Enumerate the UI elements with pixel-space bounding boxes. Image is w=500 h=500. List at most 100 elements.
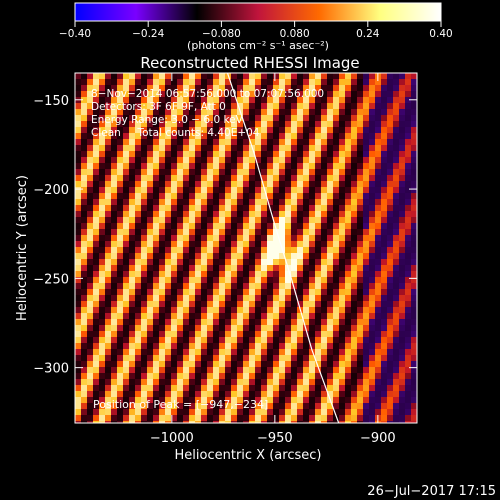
heatmap-cell <box>117 277 124 284</box>
heatmap-cell <box>285 109 292 116</box>
heatmap-cell <box>141 205 148 212</box>
heatmap-cell <box>93 91 100 98</box>
heatmap-cell <box>165 169 172 176</box>
heatmap-cell <box>309 223 316 230</box>
heatmap-cell <box>225 397 232 404</box>
heatmap-cell <box>237 229 244 236</box>
heatmap-cell <box>81 139 88 146</box>
heatmap-cell <box>111 415 118 422</box>
heatmap-cell <box>201 367 208 374</box>
heatmap-cell <box>357 361 364 368</box>
heatmap-cell <box>357 241 364 248</box>
heatmap-cell <box>321 313 328 320</box>
heatmap-cell <box>135 385 142 392</box>
heatmap-cell <box>387 253 394 260</box>
heatmap-cell <box>231 157 238 164</box>
heatmap-cell <box>207 85 214 92</box>
heatmap-cell <box>111 157 118 164</box>
heatmap-cell <box>339 313 346 320</box>
heatmap-cell <box>87 313 94 320</box>
heatmap-cell <box>201 409 208 416</box>
heatmap-cell <box>159 379 166 386</box>
heatmap-cell <box>255 319 262 326</box>
heatmap-cell <box>321 385 328 392</box>
heatmap-cell <box>153 313 160 320</box>
heatmap-cell <box>153 301 160 308</box>
heatmap-cell <box>303 253 310 260</box>
heatmap-cell <box>93 343 100 350</box>
heatmap-cell <box>153 253 160 260</box>
heatmap-cell <box>249 97 256 104</box>
heatmap-cell <box>225 217 232 224</box>
heatmap-cell <box>393 217 400 224</box>
heatmap-cell <box>129 169 136 176</box>
heatmap-cell <box>309 217 316 224</box>
heatmap-cell <box>225 355 232 362</box>
heatmap-cell <box>321 133 328 140</box>
heatmap-cell <box>249 193 256 200</box>
heatmap-cell <box>285 97 292 104</box>
heatmap-cell <box>309 103 316 110</box>
heatmap-cell <box>87 271 94 278</box>
heatmap-cell <box>201 133 208 140</box>
heatmap-cell <box>387 175 394 182</box>
heatmap-cell <box>399 367 406 374</box>
heatmap-cell <box>237 73 244 80</box>
heatmap-cell <box>267 271 274 278</box>
heatmap-cell <box>213 259 220 266</box>
heatmap-cell <box>147 157 154 164</box>
heatmap-cell <box>225 409 232 416</box>
heatmap-cell <box>111 169 118 176</box>
heatmap-cell <box>315 301 322 308</box>
heatmap-cell <box>375 145 382 152</box>
heatmap-cell <box>147 313 154 320</box>
heatmap-cell <box>285 421 292 423</box>
y-tick-label: −150 <box>33 94 69 109</box>
heatmap-cell <box>273 367 280 374</box>
heatmap-cell <box>261 181 268 188</box>
heatmap-cell <box>285 127 292 134</box>
heatmap-cell <box>297 253 304 260</box>
heatmap-cell <box>117 409 124 416</box>
heatmap-cell <box>177 385 184 392</box>
heatmap-cell <box>363 301 370 308</box>
heatmap-cell <box>339 367 346 374</box>
heatmap-cell <box>165 421 172 423</box>
heatmap-cell <box>105 85 112 92</box>
heatmap-cell <box>285 283 292 290</box>
heatmap-cell <box>315 223 322 230</box>
heatmap-cell <box>375 295 382 302</box>
heatmap-cell <box>87 301 94 308</box>
heatmap-cell <box>129 121 136 128</box>
heatmap-cell <box>267 367 274 374</box>
heatmap-cell <box>273 361 280 368</box>
heatmap-cell <box>201 331 208 338</box>
heatmap-cell <box>285 169 292 176</box>
heatmap-cell <box>117 79 124 86</box>
heatmap-cell <box>183 217 190 224</box>
heatmap-cell <box>141 247 148 254</box>
heatmap-cell <box>201 259 208 266</box>
heatmap-cell <box>177 367 184 374</box>
heatmap-cell <box>225 175 232 182</box>
heatmap-cell <box>237 199 244 206</box>
heatmap-cell <box>351 115 358 122</box>
heatmap-cell <box>75 355 82 362</box>
heatmap-cell <box>333 115 340 122</box>
heatmap-cell <box>363 379 370 386</box>
heatmap-cell <box>207 373 214 380</box>
heatmap-cell <box>357 91 364 98</box>
heatmap-cell <box>339 343 346 350</box>
heatmap-cell <box>387 241 394 248</box>
heatmap-cell <box>129 259 136 266</box>
heatmap-cell <box>207 259 214 266</box>
heatmap-cell <box>315 139 322 146</box>
heatmap-cell <box>405 109 412 116</box>
heatmap-cell <box>333 211 340 218</box>
heatmap-cell <box>297 325 304 332</box>
heatmap-cell <box>279 229 286 236</box>
heatmap-cell <box>267 337 274 344</box>
heatmap-cell <box>273 229 280 236</box>
heatmap-cell <box>387 409 394 416</box>
heatmap-cell <box>105 355 112 362</box>
